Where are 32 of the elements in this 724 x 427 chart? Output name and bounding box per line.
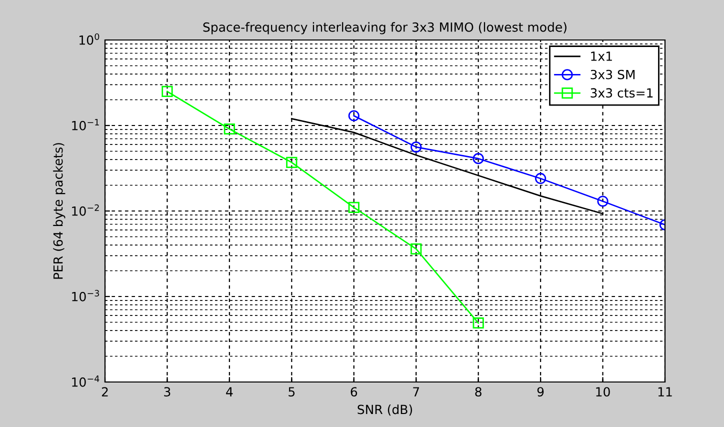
x-axis-title: SNR (dB) — [358, 404, 412, 416]
legend-label: 3x3 cts=1 — [590, 88, 653, 98]
point — [472, 153, 484, 164]
point — [597, 196, 608, 207]
y-tick-label: 10$^{0}$ — [80, 33, 100, 45]
point — [410, 243, 422, 254]
chart-title: Space-frequency interleaving for 3x3 MIMO (lowest mode) — [203, 22, 566, 34]
x-tick-label: 7 — [413, 387, 420, 396]
point — [286, 156, 298, 168]
x-tick-label: 6 — [350, 387, 358, 397]
point — [348, 202, 360, 214]
legend-label: 1x1 — [591, 52, 612, 61]
point — [535, 172, 546, 184]
x-tick-label: 10 — [596, 387, 610, 397]
x-tick-label: 11 — [658, 387, 672, 396]
point — [162, 86, 173, 98]
y-tick-label: 10$^{−1}$ — [72, 119, 99, 130]
y-tick-label: 10$^{−3}$ — [72, 290, 99, 302]
y-tick-label: 10$^{−4}$ — [72, 376, 100, 387]
point — [410, 141, 422, 153]
y-axis-title: PER (64 byte packets) — [53, 143, 66, 279]
x-tick-label: 3 — [164, 387, 170, 397]
point — [348, 110, 360, 122]
legend-label: 3x3 SM — [590, 70, 635, 80]
x-tick-label: 2 — [102, 387, 108, 396]
point — [224, 123, 235, 135]
x-tick-label: 5 — [288, 387, 295, 397]
x-tick-label: 8 — [475, 387, 482, 397]
x-tick-label: 9 — [537, 387, 544, 397]
point — [472, 317, 484, 329]
y-tick-label: 10$^{−2}$ — [72, 204, 99, 216]
x-tick-label: 4 — [226, 387, 233, 396]
